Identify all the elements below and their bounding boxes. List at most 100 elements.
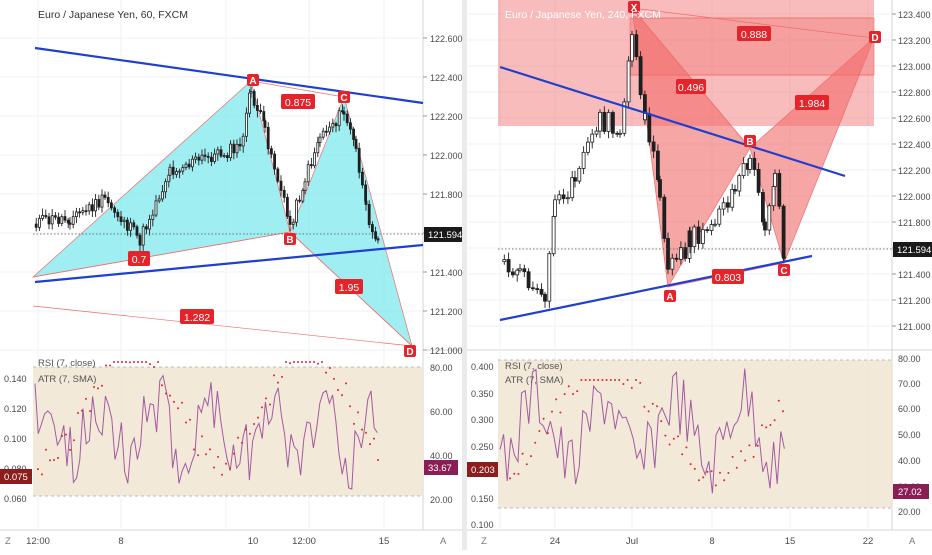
atr-dot [117,361,119,364]
atr-dot [542,417,545,420]
price-tick-label: 123.400 [898,10,931,20]
ratio-label-bg [281,94,315,109]
atr-dot [689,463,692,466]
atr-dot [593,379,595,381]
atr-dot [672,437,675,440]
atr-dot [209,448,211,451]
candle-body [174,171,178,175]
candle-body [294,199,298,223]
candle-body [141,226,145,246]
atr-tick-label: 0.100 [4,434,27,444]
candle-body [602,111,607,132]
candle-body [288,215,292,225]
candle-body [306,164,310,183]
atr-dot [161,384,163,387]
time-label: 22 [863,536,874,547]
candle-body [535,288,540,290]
pattern-ac-line [250,80,345,98]
candle-body [348,122,352,130]
candle-body [647,113,652,143]
candle-body [200,154,204,161]
point-c-marker: C [338,91,350,104]
candle-body [71,216,75,225]
candle-body [557,194,562,201]
candle-body [164,181,168,193]
atr-dot [551,410,553,413]
resistance-trendline [499,65,846,178]
atr-dot [269,403,271,406]
atr-dot [45,448,47,451]
candle-body [781,205,786,258]
candle-body [119,216,123,222]
atr-dot [601,379,604,381]
rsi-line [499,368,785,494]
candle-body [367,204,371,225]
candle-body [66,219,70,224]
time-label: 10 [248,536,259,547]
time-label: 8 [118,536,123,547]
support-trendline [34,243,424,284]
rsi-title: RSI (7, close) [505,361,563,372]
atr-dot [580,379,583,381]
atr-dot [261,406,263,409]
atr-dot [656,405,658,408]
atr-tick-label: 0.250 [471,442,494,452]
ratio-label: 0.888 [737,26,771,41]
candle-body [741,163,746,177]
candle-body [506,259,511,273]
rsi-value-tag [893,484,929,499]
atr-dot [357,411,359,414]
atr-dot [313,361,315,363]
atr-dot [153,366,155,369]
candle-body [345,113,349,124]
candle-body [737,175,742,192]
candle-body [122,219,126,222]
ratio-label-text: 0.875 [285,97,311,109]
atr-dot [73,439,75,442]
pattern-xd-line [32,305,413,347]
atr-dot [630,386,633,389]
atr-dot [643,405,646,408]
candle-body [606,112,611,132]
atr-dot [597,379,600,381]
rsi-tick-label: 60.00 [430,407,453,417]
candle-body [316,142,320,154]
atr-dot [301,361,303,363]
support-trendline [499,254,813,322]
rsi-tick-label: 40.00 [430,451,453,461]
candle-body [598,111,602,132]
candle-body [144,226,148,230]
point-c-marker-bg [778,264,790,276]
atr-dot [233,452,235,455]
atr-dot [563,393,566,396]
price-tick-label: 121.400 [430,268,463,278]
atr-dot [710,470,713,473]
resistance-trendline [34,46,424,105]
atr-dot [65,433,67,436]
atr-dot [257,416,259,419]
atr-dot [626,379,629,381]
atr-tick-label: 0.300 [471,415,494,425]
atr-value-tag [0,469,32,484]
candle-body [515,269,520,276]
point-b-marker: B [284,233,296,246]
candle-body [248,92,252,114]
atr-dot [305,361,307,363]
candle-body [752,157,757,170]
price-tick-label: 122.600 [898,114,931,124]
atr-dot [177,407,179,410]
candle-body [222,155,226,157]
candle-body [263,120,267,128]
price-tick-label: 122.000 [430,151,463,161]
atr-dot [735,466,738,469]
atr-dot [635,379,637,381]
rsi-value: 27.02 [898,487,922,498]
atr-dot [756,444,759,447]
candle-body [717,208,722,225]
atr-dot [109,364,111,367]
candle-body [618,132,622,135]
candle-body [651,141,656,152]
atr-dot [740,450,742,453]
atr-dot [201,435,203,438]
atr-dot [197,454,199,457]
